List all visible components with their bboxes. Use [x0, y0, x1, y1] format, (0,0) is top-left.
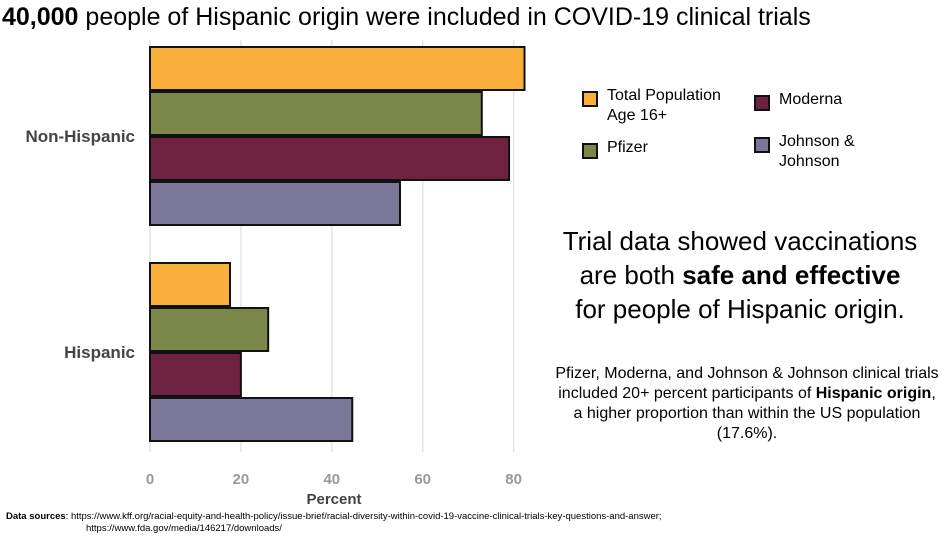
legend-label-pfizer: Pfizer: [607, 139, 648, 156]
legend-item-moderna: Moderna: [754, 90, 842, 111]
callout-line-3: for people of Hispanic origin.: [575, 294, 905, 324]
legend-swatch-jnj: [754, 137, 770, 153]
callout-line-2: are both safe and effective: [530, 258, 950, 292]
legend-item-pfizer: Pfizer: [582, 138, 648, 159]
sources-url-2: https://www.fda.gov/media/146217/downloa…: [86, 523, 282, 534]
callout-line-2-pre: are both: [579, 260, 683, 290]
legend-swatch-pfizer: [582, 143, 598, 159]
x-tick-label-0: 0: [146, 471, 154, 488]
bar-hispanic-pfizer: [149, 307, 270, 352]
x-tick-label-40: 40: [323, 471, 340, 488]
callout-line-1: Trial data showed vaccinations: [562, 226, 918, 256]
category-label-hispanic: Hispanic: [64, 343, 135, 362]
legend-item-total-population: Total Population Age 16+: [582, 86, 721, 126]
data-sources: Data sources: https://www.kff.org/racial…: [6, 511, 946, 535]
x-tick-label-20: 20: [233, 471, 250, 488]
legend-label-jnj: Johnson & Johnson: [779, 133, 855, 170]
headline-number: 40,000: [2, 3, 79, 31]
bar-hispanic-johnson-johnson: [149, 397, 354, 442]
x-tick-label-80: 80: [505, 471, 522, 488]
chart-legend: Total Population Age 16+ Moderna Pfizer …: [582, 86, 942, 176]
bar-hispanic-moderna: [149, 352, 242, 397]
x-tick-label-60: 60: [414, 471, 431, 488]
category-label-non-hispanic: Non-Hispanic: [25, 127, 135, 146]
bar-non-hispanic-pfizer: [149, 91, 483, 136]
legend-swatch-total: [582, 91, 598, 107]
callout-text: Trial data showed vaccinations are both …: [530, 224, 950, 326]
legend-swatch-moderna: [754, 95, 770, 111]
note-emphasis: Hispanic origin: [815, 385, 932, 402]
bar-non-hispanic-total-population-age-: [149, 46, 526, 91]
bar-chart: Non-Hispanic Hispanic 0 20 40 60 80 Percent: [25, 40, 526, 508]
x-axis-title: Percent: [306, 491, 361, 508]
headline-text: people of Hispanic origin were included …: [78, 3, 811, 31]
bar-hispanic-total-population-age-: [149, 262, 231, 307]
legend-label-moderna: Moderna: [779, 91, 843, 108]
bar-non-hispanic-moderna: [149, 136, 511, 181]
legend-label-total: Total Population Age 16+: [607, 87, 721, 124]
callout-emphasis: safe and effective: [682, 260, 901, 290]
legend-item-jnj: Johnson & Johnson: [754, 132, 855, 172]
note-text-post: , a higher proportion than within the US…: [573, 385, 936, 442]
chart-headline: 40,000 people of Hispanic origin were in…: [2, 2, 950, 32]
sources-label: Data sources: [6, 511, 66, 522]
note-text-pre: Pfizer, Moderna, and Johnson & Johnson c…: [555, 365, 939, 402]
sources-url-1: : https://www.kff.org/racial-equity-and-…: [65, 511, 662, 522]
sources-line-1: Data sources: https://www.kff.org/racial…: [6, 511, 946, 523]
bar-non-hispanic-johnson-johnson: [149, 181, 401, 226]
footnote-paragraph: Pfizer, Moderna, and Johnson & Johnson c…: [552, 364, 942, 444]
